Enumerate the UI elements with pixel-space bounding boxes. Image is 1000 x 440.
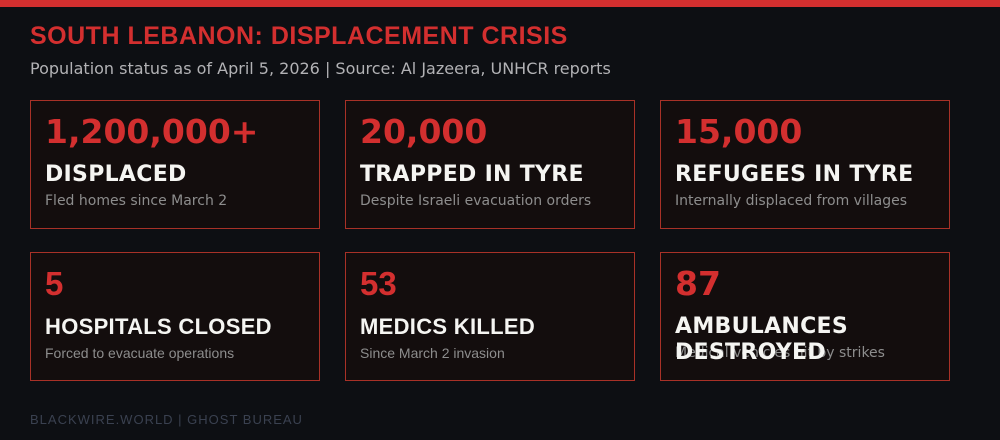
page-title: SOUTH LEBANON: DISPLACEMENT CRISIS xyxy=(30,22,568,50)
stat-label: HOSPITALS CLOSED xyxy=(45,314,272,339)
stat-value: 53 xyxy=(360,265,397,302)
stat-card-ambulances-destroyed: 87 Medical vehicles hit by strikes AMBUL… xyxy=(660,252,950,381)
footer-credit: BLACKWIRE.WORLD | GHOST BUREAU xyxy=(30,412,303,427)
stat-detail: Forced to evacuate operations xyxy=(45,345,235,361)
stat-value: 1,200,000+ xyxy=(45,112,259,151)
stat-label: MEDICS KILLED xyxy=(360,314,536,339)
stat-card-displaced: 1,200,000+ Fled homes since March 2 DISP… xyxy=(30,100,320,229)
stat-card-medics-killed: 53 Since March 2 invasion MEDICS KILLED xyxy=(345,252,635,381)
stat-label: AMBULANCES DESTROYED xyxy=(675,314,849,366)
stat-label: REFUGEES IN TYRE xyxy=(675,162,914,187)
stat-value: 5 xyxy=(45,265,64,302)
stat-value: 15,000 xyxy=(675,112,803,151)
stat-card-trapped-in-tyre: 20,000 Despite Israeli evacuation orders… xyxy=(345,100,635,229)
stat-detail: Medical vehicles hit by strikes xyxy=(675,345,885,361)
page-subtitle: Population status as of April 5, 2026 | … xyxy=(30,59,611,78)
stat-label: TRAPPED IN TYRE xyxy=(360,162,584,187)
stats-grid: 1,200,000+ Fled homes since March 2 DISP… xyxy=(30,100,950,381)
stat-label: DISPLACED xyxy=(45,162,187,187)
stat-value: 20,000 xyxy=(360,112,488,151)
header: SOUTH LEBANON: DISPLACEMENT CRISIS Popul… xyxy=(30,7,970,78)
stat-detail: Despite Israeli evacuation orders xyxy=(360,193,592,209)
stat-detail: Internally displaced from villages xyxy=(675,193,908,209)
stat-detail: Since March 2 invasion xyxy=(360,345,505,361)
stat-value: 87 xyxy=(675,264,721,303)
stat-card-hospitals-closed: 5 Forced to evacuate operations HOSPITAL… xyxy=(30,252,320,381)
top-accent-bar xyxy=(0,0,1000,7)
stat-detail: Fled homes since March 2 xyxy=(45,193,228,209)
stat-card-refugees-in-tyre: 15,000 Internally displaced from village… xyxy=(660,100,950,229)
